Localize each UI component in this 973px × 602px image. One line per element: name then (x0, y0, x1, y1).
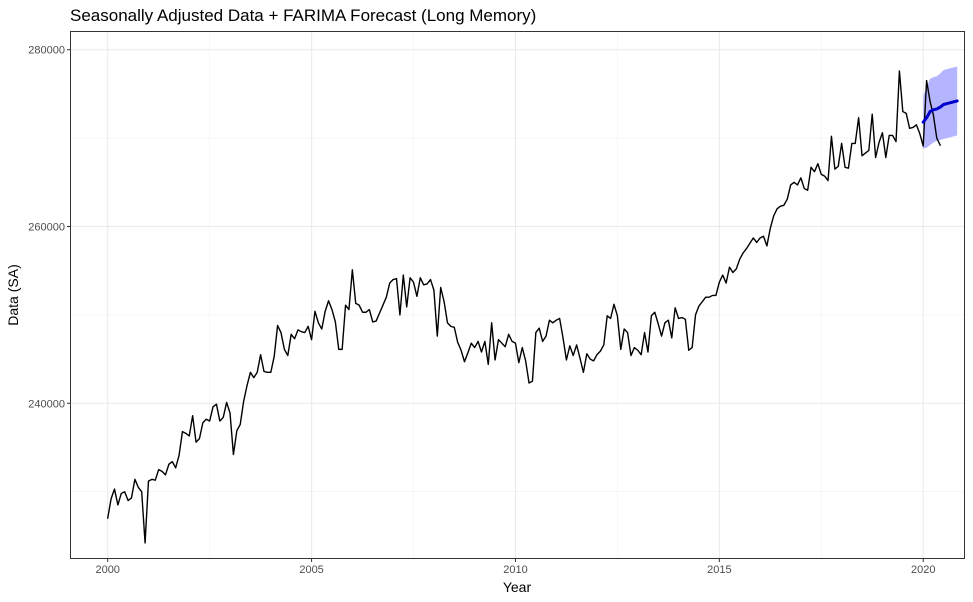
plot-border (70, 31, 965, 559)
plot-panel (70, 31, 965, 559)
series-lines (106, 70, 959, 544)
forecast-line (921, 99, 959, 124)
chart-title: Seasonally Adjusted Data + FARIMA Foreca… (70, 6, 536, 25)
x-axis-title: Year (503, 579, 532, 595)
y-axis: 240000 260000 280000 (28, 45, 71, 410)
y-tick-label: 240000 (28, 398, 65, 410)
x-tick-label: 2010 (503, 564, 527, 576)
y-tick-label: 280000 (28, 45, 65, 57)
observed-line (106, 70, 941, 544)
y-tick-label: 260000 (28, 221, 65, 233)
grid-minor (71, 32, 964, 558)
x-tick-label: 2005 (299, 564, 323, 576)
plot-background (70, 31, 965, 559)
x-tick-label: 2015 (707, 564, 731, 576)
x-tick-label: 2020 (911, 564, 935, 576)
y-axis-title: Data (SA) (5, 264, 21, 325)
x-tick-label: 2000 (95, 564, 119, 576)
x-axis: 2000 2005 2010 2015 2020 (95, 558, 935, 576)
